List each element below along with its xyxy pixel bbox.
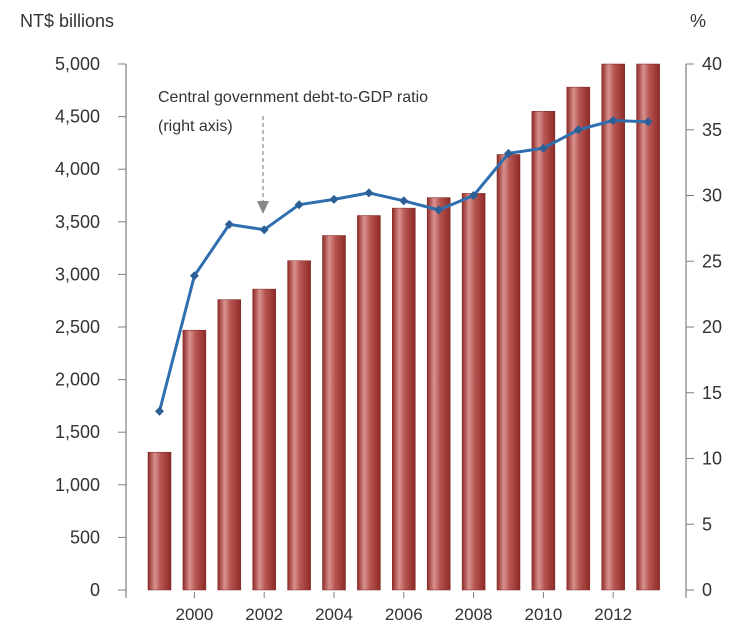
right-tick-label: 20 [702, 317, 722, 337]
annotation-line-2: (right axis) [158, 118, 233, 135]
bar-2007 [426, 197, 451, 591]
annotation-line-1: Central government debt-to-GDP ratio [158, 89, 428, 106]
x-tick-label: 2006 [385, 605, 423, 624]
x-tick-label: 2004 [315, 605, 353, 624]
ratio-point-2010 [538, 143, 548, 153]
x-axis-ticks: 2000 2002 2004 2006 2008 2010 2012 [175, 592, 632, 624]
left-tick-label: 4,000 [55, 159, 100, 179]
ratio-point-2000 [189, 271, 199, 281]
left-axis-ticks: 0 500 1,000 1,500 2,000 2,500 3,000 3,500 4,000 4… [55, 54, 126, 600]
x-tick-label: 2010 [524, 605, 562, 624]
bar-2008 [461, 193, 486, 591]
right-tick-label: 15 [702, 383, 722, 403]
bar-2003 [287, 260, 311, 591]
bar-2005 [357, 215, 381, 591]
bar-series [147, 63, 660, 591]
ratio-point-2006 [399, 196, 409, 206]
left-tick-label: 1,500 [55, 422, 100, 442]
right-tick-label: 25 [702, 251, 722, 271]
ratio-point-2003 [294, 200, 304, 210]
ratio-point-2001 [224, 219, 234, 229]
bar-2000 [182, 329, 207, 591]
bar-2013 [636, 63, 660, 591]
bar-2010 [531, 111, 556, 591]
right-tick-label: 40 [702, 54, 722, 74]
left-tick-label: 1,000 [55, 475, 100, 495]
left-tick-label: 5,000 [55, 54, 100, 74]
x-tick-label: 2002 [245, 605, 283, 624]
ratio-point-2013 [643, 117, 653, 127]
x-tick-label: 2008 [455, 605, 493, 624]
bar-2004 [322, 235, 346, 591]
bar-2011 [566, 86, 591, 591]
right-tick-label: 0 [702, 580, 712, 600]
ratio-point-2011 [573, 125, 583, 135]
ratio-point-2009 [504, 148, 513, 158]
ratio-line-series [155, 116, 653, 416]
left-tick-label: 3,000 [55, 264, 100, 284]
left-tick-label: 0 [90, 580, 100, 600]
left-axis-label: NT$ billions [20, 11, 114, 31]
left-tick-label: 2,500 [55, 317, 100, 337]
right-tick-label: 30 [702, 186, 722, 206]
left-tick-label: 500 [70, 527, 100, 547]
bar-2001 [217, 299, 242, 591]
ratio-point-2005 [364, 188, 374, 198]
bar-2006 [392, 207, 416, 591]
ratio-point-2012 [608, 116, 618, 125]
right-axis-label: % [690, 11, 706, 31]
right-tick-label: 10 [702, 449, 722, 469]
right-tick-label: 35 [702, 120, 722, 140]
left-tick-label: 4,500 [55, 107, 100, 127]
ratio-point-2008 [469, 191, 479, 200]
bar-2009 [496, 154, 521, 591]
right-axis-ticks: 0 5 10 15 20 25 30 35 40 [686, 54, 722, 600]
right-tick-label: 5 [702, 514, 712, 534]
bar-2002 [252, 288, 276, 591]
annotation: Central government debt-to-GDP ratio (ri… [158, 89, 428, 214]
ratio-point-2007 [434, 205, 444, 215]
bar-1999 [147, 451, 172, 591]
ratio-point-2004 [329, 194, 339, 204]
left-tick-label: 2,000 [55, 370, 100, 390]
ratio-point-1999 [155, 406, 164, 416]
x-tick-label: 2000 [175, 605, 213, 624]
bar-2012 [601, 63, 625, 591]
annotation-arrow-head [257, 201, 269, 214]
x-tick-label: 2012 [594, 605, 632, 624]
left-tick-label: 3,500 [55, 212, 100, 232]
ratio-point-2002 [259, 225, 269, 235]
